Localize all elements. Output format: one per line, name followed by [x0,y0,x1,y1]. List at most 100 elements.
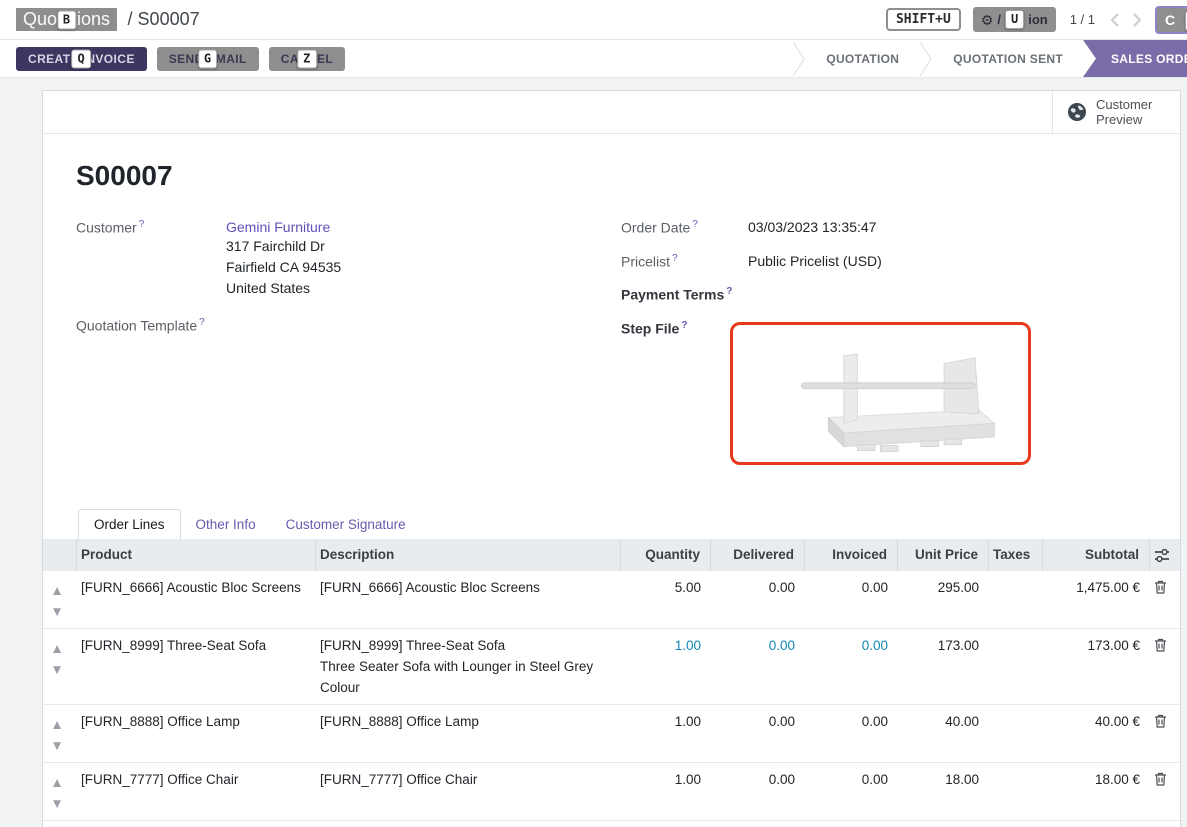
hint-key-corner [1185,10,1187,31]
cell-description[interactable]: [FURN_7777] Office Chair [320,771,478,787]
cancel-button[interactable]: CANCEL Z [268,46,346,71]
hint-key-z: Z [297,49,317,68]
help-icon: ? [199,317,205,328]
column-header-product[interactable]: Product [77,538,316,571]
cell-product[interactable]: [FURN_8888] Office Lamp [81,713,240,729]
hint-key-u: U [1004,10,1025,29]
order-date-value[interactable]: 03/03/2023 13:35:47 [748,219,877,235]
cell-taxes[interactable] [989,571,1043,628]
cell-invoiced[interactable]: 0.00 [861,637,888,653]
pager-previous-button[interactable] [1109,12,1120,28]
hint-key-b: B [56,10,77,29]
chevron-left-icon [1110,12,1119,27]
drag-handle-icon[interactable]: ▲ ▼ [50,716,64,753]
cell-invoiced[interactable]: 0.00 [861,713,888,729]
cell-delivered[interactable]: 0.00 [768,771,795,787]
quotation-template-label: Quotation Template? [76,317,205,334]
sale-order-form: Customer Preview S00007 Customer? Gemini… [42,90,1181,827]
trash-icon [1155,714,1166,728]
customer-preview-button[interactable]: Customer Preview [1052,91,1180,133]
column-header-taxes[interactable]: Taxes [989,538,1043,571]
form-sheet: S00007 Customer? Gemini Furniture 317 Fa… [43,160,1180,539]
table-row[interactable]: ▲ ▼ [FURN_7777] Office Chair [FURN_7777] … [43,763,1180,821]
pager-next-button[interactable] [1132,12,1143,28]
tab-order-lines[interactable]: Order Lines [78,508,181,539]
column-header-quantity[interactable]: Quantity [621,538,711,571]
cell-taxes[interactable] [989,763,1043,820]
tab-other-info[interactable]: Other Info [195,516,256,532]
field-order-date: Order Date? 03/03/2023 13:35:47 [621,219,1147,236]
cell-unit-price[interactable]: 173.00 [937,637,979,653]
help-icon: ? [681,319,688,331]
trash-icon [1155,580,1166,594]
breadcrumb-record: / S00007 [128,9,200,29]
delete-row-button[interactable] [1150,571,1182,628]
field-group-right: Order Date? 03/03/2023 13:35:47 Pricelis… [621,219,1147,477]
cell-description[interactable]: [FURN_6666] Acoustic Bloc Screens [320,579,540,595]
tab-customer-signature[interactable]: Customer Signature [285,516,406,532]
drag-handle-icon[interactable]: ▲ ▼ [50,640,64,677]
chevron-right-icon [1133,12,1142,27]
cell-delivered[interactable]: 0.00 [768,637,795,653]
order-lines-table: Product Description Quantity Delivered I… [43,538,1182,827]
notebook-tabs: Order Lines Other Info Customer Signatur… [76,508,1147,539]
pricelist-label: Pricelist? [621,252,678,270]
field-payment-terms: Payment Terms? [621,286,1147,303]
table-row[interactable]: ▲ ▼ [FURN_8999] Three-Seat Sofa [FURN_899… [43,629,1180,705]
cell-description[interactable]: [FURN_8888] Office Lamp [320,713,479,729]
cell-quantity[interactable]: 1.00 [674,771,701,787]
cell-product[interactable]: [FURN_7777] Office Chair [81,771,239,787]
delete-row-button[interactable] [1150,705,1182,762]
cell-delivered[interactable]: 0.00 [768,579,795,595]
trash-icon [1155,638,1166,652]
column-header-subtotal[interactable]: Subtotal [1043,538,1150,571]
cell-unit-price[interactable]: 40.00 [945,713,979,729]
send-email-button[interactable]: SEND EMAIL G [156,46,259,71]
cell-quantity[interactable]: 1.00 [674,637,701,653]
step-file-image-frame[interactable] [730,321,1031,465]
topbar-right-controls: SHIFT+U ⚙ / U ion 1 / 1 C [885,5,1187,34]
drag-handle-icon[interactable]: ▲ ▼ [50,582,64,619]
column-header-unit-price[interactable]: Unit Price [898,538,989,571]
optional-columns-button[interactable] [1150,539,1182,571]
cell-unit-price[interactable]: 295.00 [937,579,979,595]
cell-unit-price[interactable]: 18.00 [945,771,979,787]
field-group-left: Customer? Gemini Furniture 317 Fairchild… [76,219,621,477]
cell-taxes[interactable] [989,629,1043,704]
create-invoice-button[interactable]: CREATE INVOICE Q [16,46,147,71]
cell-description[interactable]: [FURN_8999] Three-Seat Sofa Three Seater… [320,637,594,695]
status-step-quotation[interactable]: QUOTATION [826,51,900,66]
cell-invoiced[interactable]: 0.00 [861,579,888,595]
table-row[interactable]: ▲ ▼ [FURN_8888] Office Lamp [FURN_8888] O… [43,705,1180,763]
cell-invoiced[interactable]: 0.00 [861,771,888,787]
column-header-description[interactable]: Description [316,538,621,571]
breadcrumb-quotations[interactable]: Quotations B [16,8,118,31]
corner-button[interactable]: C [1155,5,1187,34]
action-menu-button[interactable]: ⚙ / U ion [972,7,1056,32]
customer-link[interactable]: Gemini Furniture [226,219,331,235]
step-file-3d-part-image [800,353,996,452]
gear-icon: ⚙ [980,11,994,28]
delete-row-button[interactable] [1150,763,1182,820]
drag-handle-icon[interactable]: ▲ ▼ [50,774,64,811]
corner-button-label: C [1165,11,1176,28]
pricelist-value[interactable]: Public Pricelist (USD) [748,252,882,269]
column-header-delivered[interactable]: Delivered [711,538,805,571]
field-customer: Customer? Gemini Furniture 317 Fairchild… [76,219,621,299]
cell-product[interactable]: [FURN_6666] Acoustic Bloc Screens [81,579,301,595]
status-step-sales-order[interactable]: SALES ORDER [1083,40,1187,77]
cell-product[interactable]: [FURN_8999] Three-Seat Sofa [81,637,267,653]
status-step-quotation-sent[interactable]: QUOTATION SENT [953,51,1063,66]
cell-taxes[interactable] [989,705,1043,762]
customer-address: 317 Fairchild Dr Fairfield CA 94535 Unit… [226,238,342,296]
hint-key-g: G [197,49,218,68]
delete-row-button[interactable] [1150,629,1182,704]
help-icon: ? [672,252,678,264]
cell-quantity[interactable]: 5.00 [674,579,701,595]
cell-quantity[interactable]: 1.00 [674,713,701,729]
table-add-row: Add a product Add a section Add a note [43,821,1180,827]
cell-delivered[interactable]: 0.00 [768,713,795,729]
status-separator [792,40,806,77]
column-header-invoiced[interactable]: Invoiced [805,538,898,571]
table-row[interactable]: ▲ ▼ [FURN_6666] Acoustic Bloc Screens [FU… [43,571,1180,629]
